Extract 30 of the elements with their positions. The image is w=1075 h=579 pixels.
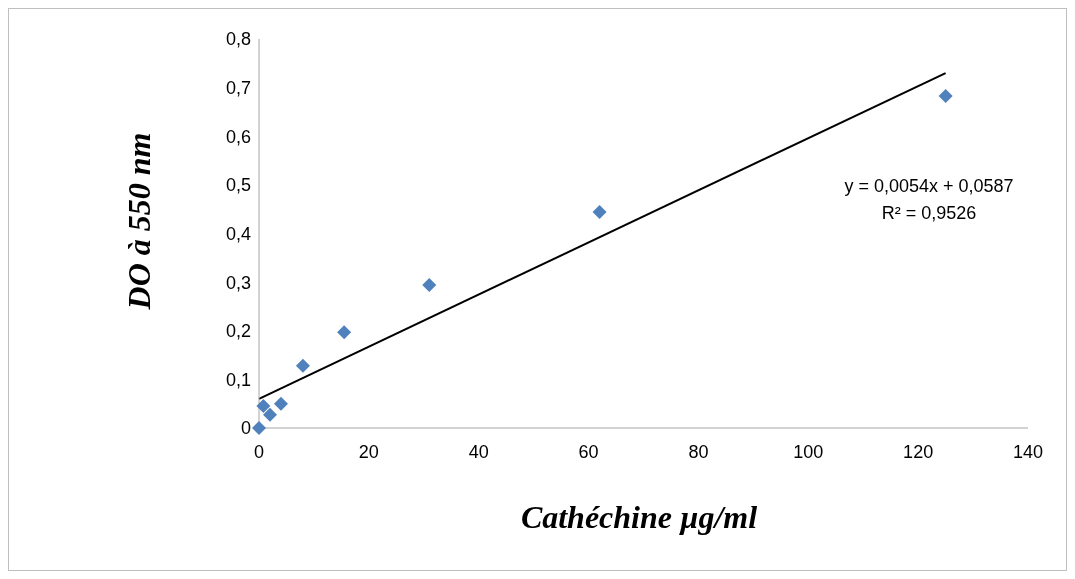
y-tick-label: 0,2 — [225, 321, 251, 342]
y-axis-title: DO à 550 nm — [120, 132, 158, 310]
point — [252, 421, 266, 435]
x-tick-label: 60 — [578, 442, 599, 462]
y-tick-label: 0 — [240, 418, 251, 439]
x-tick-label: 20 — [358, 442, 379, 462]
y-tick-label: 0,8 — [225, 29, 251, 50]
x-tick-label: 40 — [468, 442, 489, 462]
point — [337, 325, 352, 340]
y-tick-label: 0,5 — [225, 175, 251, 196]
x-tick-label: 120 — [903, 442, 934, 462]
point — [422, 278, 437, 293]
y-tick-label: 0,1 — [225, 369, 251, 390]
annotation: R² = 0,9526 — [880, 202, 978, 225]
x-tick-label: 0 — [253, 442, 265, 462]
y-tick-label: 0,4 — [225, 223, 251, 244]
y-tick-label: 0,3 — [225, 272, 251, 293]
annotation: y = 0,0054x + 0,0587 — [844, 175, 1014, 198]
y-tick-label: 0,7 — [225, 78, 251, 99]
y-tick-label: 0,6 — [225, 126, 251, 147]
x-tick-label: 100 — [793, 442, 824, 462]
point — [256, 399, 271, 414]
x-tick-label: 80 — [688, 442, 709, 462]
point — [262, 407, 277, 422]
point — [273, 396, 288, 411]
x-axis-title: Cathéchine µg/ml — [520, 498, 758, 536]
x-tick-label: 140 — [1012, 442, 1044, 462]
point — [295, 358, 310, 373]
point — [938, 88, 953, 103]
point — [592, 205, 607, 220]
